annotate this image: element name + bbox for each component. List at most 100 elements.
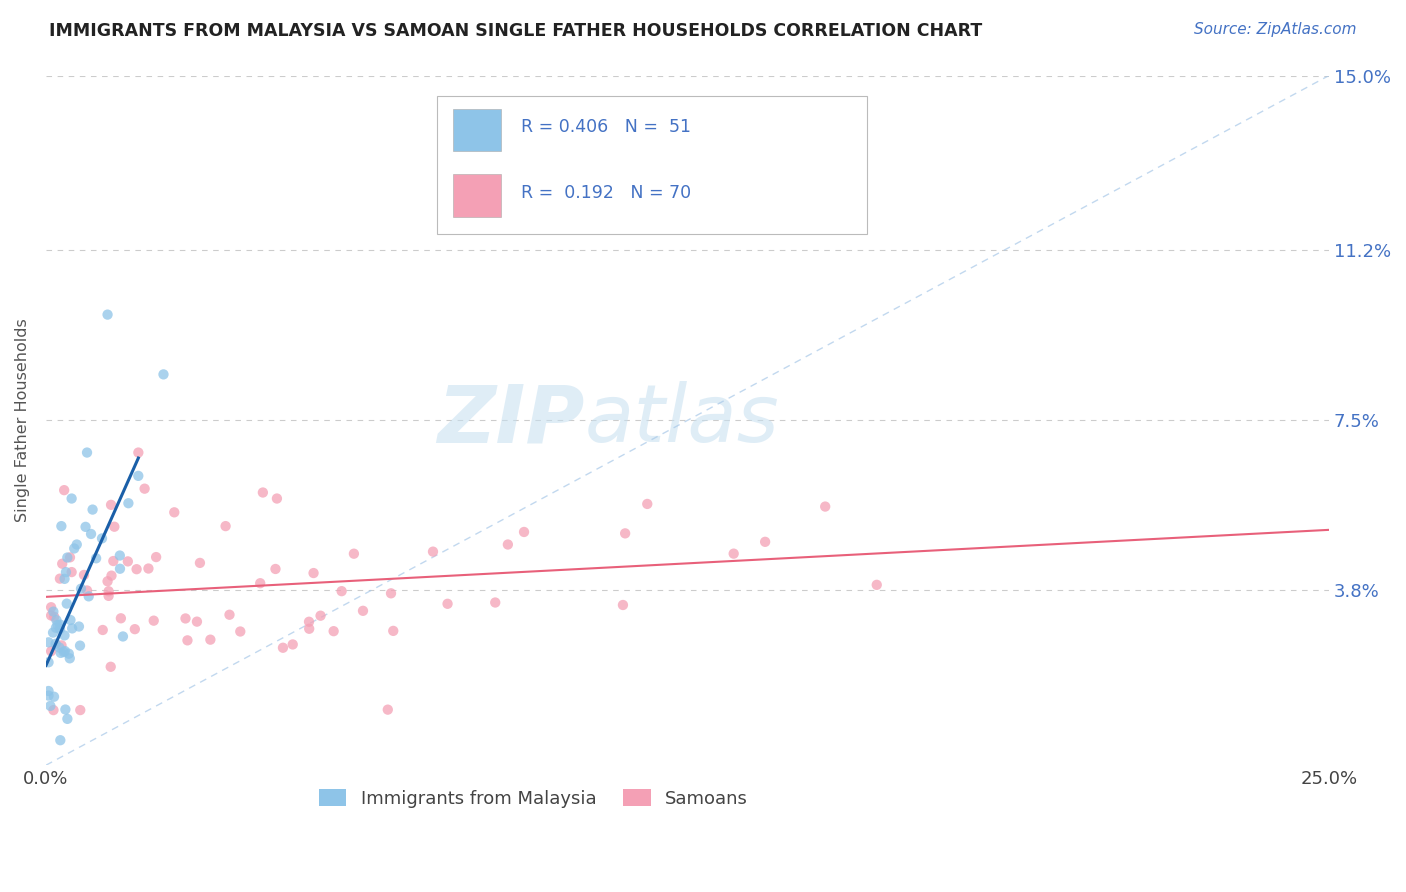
Point bbox=[69, 703, 91, 717]
Point bbox=[45, 613, 67, 627]
Point bbox=[76, 445, 98, 459]
Point bbox=[51, 639, 73, 653]
Point bbox=[39, 698, 62, 713]
Point bbox=[271, 640, 294, 655]
Point bbox=[382, 624, 405, 638]
Point bbox=[96, 574, 118, 589]
Point bbox=[218, 607, 240, 622]
Point bbox=[46, 618, 69, 632]
Point bbox=[53, 483, 76, 497]
Point bbox=[298, 615, 321, 629]
Point bbox=[134, 482, 156, 496]
Point bbox=[76, 583, 98, 598]
Text: atlas: atlas bbox=[585, 382, 779, 459]
Point bbox=[377, 703, 399, 717]
Point bbox=[48, 640, 70, 655]
Point bbox=[38, 635, 60, 649]
Point bbox=[42, 605, 65, 619]
Point bbox=[814, 500, 837, 514]
Point bbox=[42, 625, 65, 640]
Point bbox=[186, 615, 208, 629]
Point bbox=[117, 554, 139, 568]
Point bbox=[484, 595, 506, 609]
Point bbox=[252, 485, 274, 500]
Point bbox=[39, 600, 62, 615]
Point bbox=[60, 491, 83, 506]
Point bbox=[330, 584, 353, 599]
Point bbox=[352, 604, 374, 618]
Point bbox=[49, 733, 72, 747]
Point bbox=[51, 557, 73, 571]
Point bbox=[39, 608, 62, 623]
Point bbox=[69, 639, 91, 653]
Point bbox=[152, 368, 174, 382]
Point bbox=[59, 613, 82, 627]
Point bbox=[127, 468, 149, 483]
Point bbox=[60, 621, 83, 635]
Point bbox=[42, 690, 65, 704]
Point bbox=[91, 532, 114, 546]
Point bbox=[53, 628, 76, 642]
Point bbox=[49, 617, 72, 632]
Point bbox=[100, 498, 122, 512]
Point bbox=[188, 556, 211, 570]
Point bbox=[163, 505, 186, 519]
Point bbox=[496, 537, 519, 551]
Point bbox=[127, 445, 149, 459]
Point bbox=[110, 611, 132, 625]
Point bbox=[249, 576, 271, 591]
Point bbox=[266, 491, 288, 506]
Point bbox=[103, 519, 125, 533]
Point bbox=[53, 644, 76, 658]
Point bbox=[214, 519, 236, 533]
Point bbox=[58, 647, 80, 661]
Point bbox=[281, 637, 304, 651]
Text: R = 0.406   N =  51: R = 0.406 N = 51 bbox=[520, 119, 690, 136]
Point bbox=[145, 550, 167, 565]
Point bbox=[55, 597, 77, 611]
Point bbox=[97, 584, 120, 599]
Point bbox=[100, 568, 122, 582]
Point bbox=[84, 551, 107, 566]
Point bbox=[200, 632, 222, 647]
Point bbox=[55, 565, 77, 579]
Point bbox=[51, 519, 73, 533]
Point bbox=[59, 651, 82, 665]
Point bbox=[422, 544, 444, 558]
Point bbox=[63, 541, 86, 556]
Point bbox=[614, 526, 637, 541]
Point bbox=[96, 308, 118, 322]
Point bbox=[174, 611, 197, 625]
Point bbox=[60, 565, 83, 579]
Point bbox=[111, 630, 134, 644]
Point bbox=[73, 568, 96, 582]
Point bbox=[42, 703, 65, 717]
Point bbox=[45, 637, 67, 651]
Point bbox=[866, 578, 889, 592]
Point bbox=[38, 689, 60, 703]
Bar bbox=[453, 174, 502, 217]
Point bbox=[108, 549, 131, 563]
Text: ZIP: ZIP bbox=[437, 382, 585, 459]
Point bbox=[39, 644, 62, 658]
Point bbox=[436, 597, 458, 611]
Point bbox=[108, 562, 131, 576]
Point bbox=[70, 582, 93, 596]
Point bbox=[49, 572, 72, 586]
Point bbox=[82, 502, 104, 516]
Bar bbox=[453, 109, 502, 152]
Point bbox=[77, 590, 100, 604]
Point bbox=[298, 622, 321, 636]
Point bbox=[44, 609, 66, 624]
Point bbox=[45, 621, 67, 635]
Point bbox=[125, 562, 148, 576]
Point bbox=[264, 562, 287, 576]
Y-axis label: Single Father Households: Single Father Households bbox=[15, 318, 30, 522]
Point bbox=[302, 566, 325, 580]
Point bbox=[66, 537, 89, 551]
Point bbox=[100, 660, 122, 674]
Point bbox=[53, 572, 76, 586]
FancyBboxPatch shape bbox=[437, 96, 868, 234]
Point bbox=[343, 547, 366, 561]
Point bbox=[612, 598, 634, 612]
